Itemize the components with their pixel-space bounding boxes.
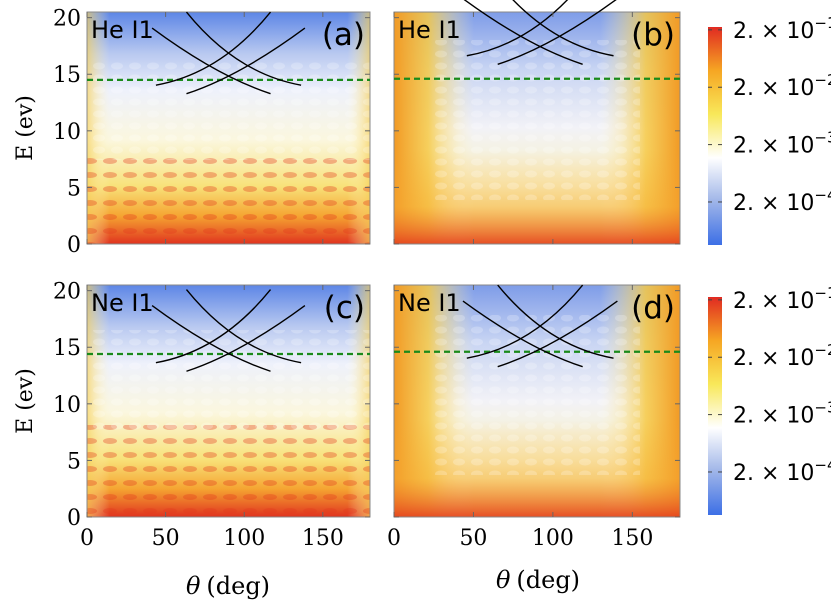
crossing-curve-d-1: [462, 300, 583, 368]
panel-b-texture: [430, 40, 640, 200]
y-tick-label: 20: [53, 280, 81, 305]
colorbar-tick-mantissa: 2. × 10: [733, 404, 814, 429]
colorbar-tick-mantissa: 2. × 10: [733, 461, 814, 486]
colorbar-tick-exponent: −3: [814, 399, 831, 417]
panel-d-letter-label: (d): [631, 290, 675, 326]
colorbar-tick-exponent: −4: [814, 186, 831, 204]
crossing-curve-d-3: [466, 284, 584, 359]
x-axis-symbol: θ: [186, 572, 201, 600]
panel-b-letter-label: (b): [631, 17, 675, 53]
crossing-curve-b-2: [512, 0, 614, 57]
x-tick-label: 150: [611, 526, 653, 551]
panel-a-species-label: He I1: [91, 16, 154, 44]
crossing-curve-a-1: [151, 27, 271, 95]
axis-ticks: 0 50 100 150 0 50 100 150 0 5 10 15 20 0 5 10 15 20: [53, 7, 680, 551]
crossing-curve-c-1: [151, 305, 271, 372]
x-axis-unit: (deg): [206, 572, 270, 600]
colorbar-tick-label: 2. × 10−3: [733, 129, 831, 159]
y-axis-label-top: E (ev): [13, 95, 38, 161]
colorbar-tick-mantissa: 2. × 10: [733, 289, 814, 314]
colorbar-tick-label: 2. × 10−2: [733, 341, 831, 371]
panel-b-frame: [393, 11, 681, 245]
y-tick-label: 10: [53, 120, 81, 145]
y-tick-label: 10: [53, 393, 81, 418]
colorbar-tick-mantissa: 2. × 10: [733, 346, 814, 371]
crossing-curve-a-2: [185, 11, 302, 86]
crossing-curve-b-1: [463, 0, 583, 65]
x-axis-unit: (deg): [516, 566, 580, 594]
colorbar-tick-label: 2. × 10−1: [733, 14, 831, 44]
colorbar-bottom-gradient: [708, 297, 722, 515]
y-axis-label-bottom: E (ev): [13, 368, 38, 434]
crossing-curve-c-2: [185, 289, 302, 364]
crossing-curve-a-3: [155, 11, 272, 86]
x-axis-label-right: θ (deg): [496, 566, 580, 594]
colorbar-tick-mantissa: 2. × 10: [733, 134, 814, 159]
panel-a-frame: [86, 11, 371, 245]
panel-a-letter-label: (a): [322, 17, 365, 53]
colorbar-top: [708, 27, 722, 245]
panel-c-frame: [86, 284, 371, 518]
panel-c-letter-label: (c): [324, 290, 365, 326]
panel-a-texture-light: [87, 60, 370, 160]
y-tick-label: 15: [53, 63, 81, 88]
panel-b: [393, 11, 681, 245]
x-tick-label: 0: [387, 526, 401, 551]
colorbar-tick-exponent: −1: [814, 14, 831, 32]
colorbar-tick-label: 2. × 10−4: [733, 186, 831, 216]
panel-d-frame: [393, 284, 681, 518]
panel-a-texture: [87, 150, 370, 244]
y-tick-label: 0: [67, 233, 81, 258]
x-tick-label: 50: [459, 526, 487, 551]
panel-c-texture-light: [87, 330, 370, 430]
colorbar-tick-exponent: −4: [814, 456, 831, 474]
crossing-curve-b-3: [466, 0, 569, 57]
panel-b-species-label: He I1: [398, 16, 461, 44]
colorbar-tick-label: 2. × 10−3: [733, 399, 831, 429]
colorbar-tick-exponent: −2: [814, 341, 831, 359]
crossing-curve-a-4: [186, 27, 306, 95]
crossing-curve-d-4: [497, 300, 618, 368]
x-tick-label: 100: [532, 526, 574, 551]
y-tick-label: 15: [53, 336, 81, 361]
y-tick-label: 5: [67, 449, 81, 474]
colorbar-tick-label: 2. × 10−1: [733, 284, 831, 314]
colorbar-tick-mantissa: 2. × 10: [733, 191, 814, 216]
crossing-curve-b-4: [497, 0, 617, 65]
crossing-curve-c-3: [155, 289, 272, 364]
panel-c-texture: [87, 425, 370, 517]
colorbar-tick-label: 2. × 10−2: [733, 71, 831, 101]
colorbar-tick-mantissa: 2. × 10: [733, 19, 814, 44]
x-axis-symbol: θ: [496, 566, 511, 594]
colorbar-tick-mantissa: 2. × 10: [733, 76, 814, 101]
x-tick-label: 150: [302, 526, 344, 551]
y-tick-label: 0: [67, 506, 81, 531]
colorbar-bottom: [708, 297, 722, 515]
y-tick-label: 20: [53, 7, 81, 32]
x-tick-label: 50: [152, 526, 180, 551]
x-tick-label: 0: [80, 526, 94, 551]
panel-d-texture: [430, 315, 640, 475]
colorbar-top-gradient: [708, 27, 722, 245]
colorbar-tick-exponent: −2: [814, 71, 831, 89]
crossing-curve-d-2: [497, 284, 614, 359]
panel-c-species-label: Ne I1: [91, 289, 154, 317]
colorbar-tick-exponent: −3: [814, 129, 831, 147]
overlays: [87, 0, 680, 372]
x-tick-label: 100: [223, 526, 265, 551]
panel-d-species-label: Ne I1: [398, 289, 461, 317]
y-tick-label: 5: [67, 176, 81, 201]
colorbar-tick-exponent: −1: [814, 284, 831, 302]
panel-labels: He I1 (a) He I1 (b) Ne I1 (c) Ne I1 (d): [91, 16, 675, 326]
panel-c: [86, 284, 371, 518]
x-axis-label-left: θ (deg): [186, 572, 270, 600]
colorbar-labels: 2. × 10−12. × 10−22. × 10−32. × 10−42. ×…: [708, 14, 831, 486]
crossing-curve-c-4: [186, 305, 306, 372]
colorbar-tick-label: 2. × 10−4: [733, 456, 831, 486]
